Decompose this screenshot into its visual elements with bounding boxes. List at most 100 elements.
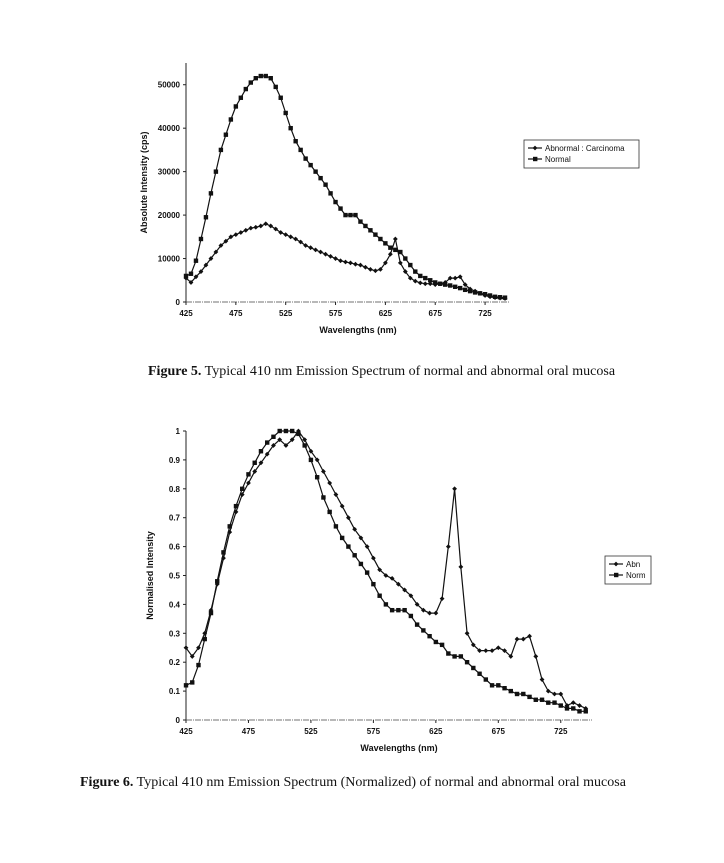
fig6-diamond-point xyxy=(314,457,320,463)
fig5-x-tick-label: 675 xyxy=(429,309,443,318)
fig5-square-point xyxy=(383,241,388,246)
fig5-legend: Abnormal : Carcinoma Normal xyxy=(523,139,640,169)
fig5-square-point xyxy=(502,295,508,300)
fig6-diamond-point xyxy=(346,515,351,521)
fig6-square-point xyxy=(446,651,451,656)
fig6-square-point xyxy=(583,709,588,714)
fig5-square-point xyxy=(467,288,473,294)
fig6-square-point xyxy=(333,524,339,529)
fig6-square-point xyxy=(396,607,401,613)
fig6-y-tick-label: 0.9 xyxy=(169,456,181,465)
fig6-square-point xyxy=(433,639,439,645)
fig6-diamond-point xyxy=(502,648,507,654)
fig6-diamond-point xyxy=(196,645,201,651)
fig5-square-point xyxy=(497,295,503,300)
fig6-series-1 xyxy=(183,428,589,711)
fig6-x-tick-label: 425 xyxy=(179,727,193,736)
fig6-square-point xyxy=(233,503,239,509)
fig6-square-point xyxy=(571,706,576,711)
fig5-diamond-point xyxy=(288,234,294,240)
fig6-y-tick-label: 0 xyxy=(176,716,181,725)
fig5-x-tick-label: 475 xyxy=(229,309,243,318)
fig5-diamond-point xyxy=(358,262,363,268)
fig5-diamond-point xyxy=(253,224,259,230)
fig6-legend-diamond-marker xyxy=(613,561,619,567)
fig5-diamond-point xyxy=(313,247,318,253)
fig6-square-point xyxy=(271,434,276,439)
fig6-square-point xyxy=(452,654,457,659)
fig5-diamond-point xyxy=(447,275,453,281)
fig5-square-point xyxy=(263,73,268,79)
fig5-square-point xyxy=(278,95,283,100)
fig6-square-point xyxy=(302,443,307,448)
fig6-y-tick-label: 0.8 xyxy=(169,485,181,494)
fig6-x-tick-label: 725 xyxy=(554,727,568,736)
fig6-diamond-point xyxy=(420,607,426,613)
fig6-diamond-point xyxy=(189,654,195,659)
fig6-diamond-point xyxy=(358,535,364,541)
fig6-diamond-point xyxy=(539,677,545,682)
fig6-diamond-point xyxy=(408,593,414,599)
fig5-diamond-point xyxy=(258,223,264,229)
fig5-square-point xyxy=(193,258,199,263)
fig5-legend-square-marker xyxy=(533,156,538,162)
fig5-square-point xyxy=(398,249,403,255)
fig5-diamond-point xyxy=(368,267,373,272)
fig6-diamond-point xyxy=(333,492,339,497)
fig5-square-point xyxy=(373,232,378,237)
fig5-diamond-point xyxy=(373,268,378,274)
fig5-diamond-point xyxy=(387,251,393,257)
fig5-diamond-point xyxy=(308,245,314,251)
fig5-diamond-point xyxy=(213,249,219,255)
fig6-diamond-point xyxy=(570,700,576,706)
fig5-square-point xyxy=(208,191,214,196)
fig5-diamond-point xyxy=(382,260,388,266)
figure5-caption-label: Figure 5. xyxy=(148,364,202,379)
fig5-square-point xyxy=(223,132,229,137)
fig5-square-point xyxy=(452,284,458,289)
fig5-diamond-point xyxy=(298,239,304,245)
fig5-legend-label: Normal xyxy=(545,155,571,164)
fig5-diamond-point xyxy=(248,225,254,231)
fig6-square-point xyxy=(477,671,482,676)
fig5-square-point xyxy=(308,162,313,168)
fig5-square-point xyxy=(228,117,234,122)
fig5-diamond-point xyxy=(343,259,348,265)
fig6-diamond-point xyxy=(277,437,283,443)
fig6-y-tick-label: 1 xyxy=(176,427,181,436)
fig6-diamond-point xyxy=(483,648,489,654)
fig6-diamond-point xyxy=(389,575,395,581)
fig6-y-tick-label: 0.4 xyxy=(169,600,181,609)
fig6-square-point xyxy=(389,607,395,613)
fig5-square-point xyxy=(408,262,413,268)
fig5-square-point xyxy=(348,212,353,218)
fig5-diamond-point xyxy=(228,234,234,240)
fig5-x-tick-label: 625 xyxy=(379,309,393,318)
fig5-legend-box xyxy=(523,139,640,169)
fig5-x-tick-label: 725 xyxy=(478,309,492,318)
fig6-x-tick-label: 575 xyxy=(367,727,381,736)
fig6-square-point xyxy=(546,700,551,705)
fig6-diamond-point xyxy=(458,564,464,570)
fig6-y-tick-label: 0.1 xyxy=(169,687,181,696)
fig5-diamond-point xyxy=(457,274,463,280)
fig6-diamond-point xyxy=(289,437,295,443)
fig5-y-tick-label: 30000 xyxy=(158,168,181,177)
fig5-square-point xyxy=(293,139,298,144)
fig5-series-line xyxy=(185,75,506,299)
fig6-diamond-point xyxy=(527,633,532,639)
fig5-y-tick-label: 40000 xyxy=(158,124,181,133)
fig5-diamond-point xyxy=(397,260,403,266)
fig6-diamond-point xyxy=(520,636,526,642)
fig5-diamond-point xyxy=(193,274,199,280)
fig5-diamond-point xyxy=(353,261,358,267)
fig6-square-point xyxy=(265,440,270,445)
fig6-legend-box xyxy=(604,555,652,585)
fig5-diamond-point xyxy=(303,243,309,248)
fig6-diamond-point xyxy=(327,480,333,486)
fig5-square-point xyxy=(492,294,498,299)
fig6-square-point xyxy=(227,524,232,529)
fig5-y-tick-label: 10000 xyxy=(158,255,181,264)
fig5-square-point xyxy=(423,275,428,281)
fig6-y-axis-label: Normalised Intensity xyxy=(145,531,155,620)
